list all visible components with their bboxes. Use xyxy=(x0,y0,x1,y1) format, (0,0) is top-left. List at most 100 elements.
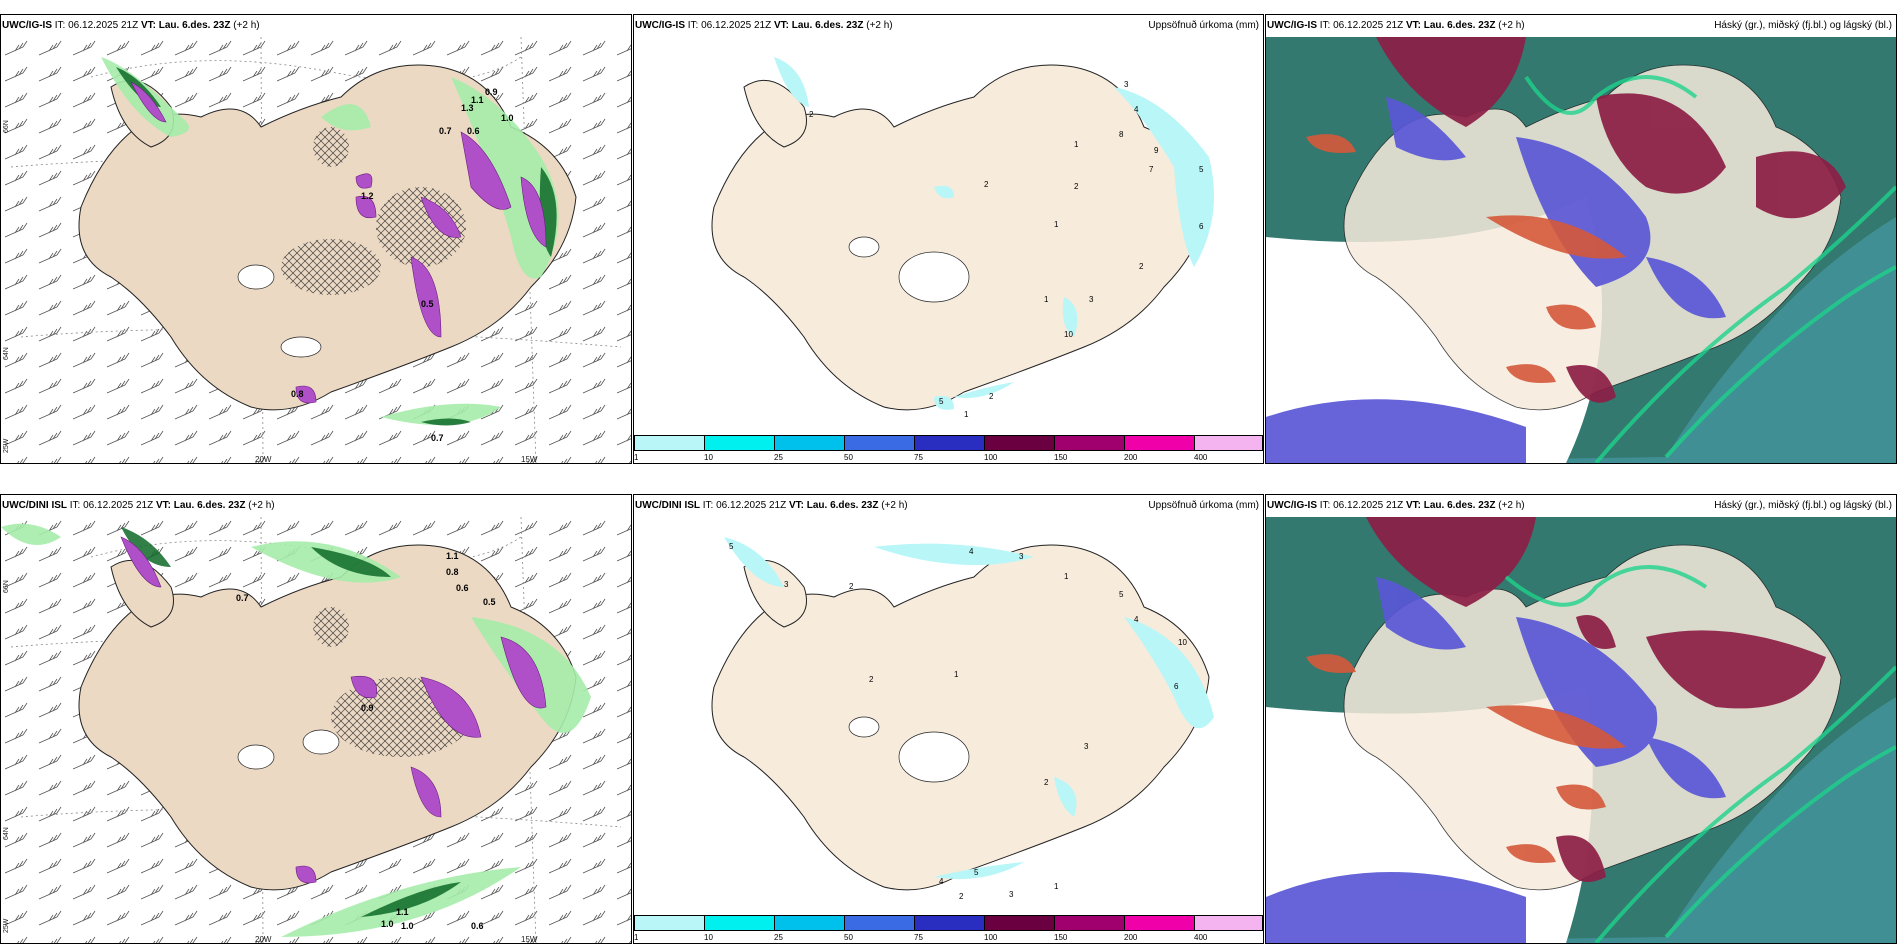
svg-text:3: 3 xyxy=(784,580,789,589)
svg-text:1: 1 xyxy=(964,410,969,419)
snow-panel-row2: UWC/DINI ISL IT: 06.12.2025 21Z VT: Lau.… xyxy=(0,494,632,944)
colorbar-tick: 10 xyxy=(704,453,713,462)
colorbar-swatch xyxy=(774,915,846,931)
precip-title: Uppsöfnuð úrkoma (mm) xyxy=(1148,500,1259,511)
lat-label: 66N xyxy=(3,120,10,133)
svg-text:5: 5 xyxy=(1119,590,1124,599)
svg-text:0.9: 0.9 xyxy=(485,87,498,97)
colorbar-swatch xyxy=(1194,915,1263,931)
svg-text:1: 1 xyxy=(1054,882,1059,891)
colorbar-tick: 50 xyxy=(844,453,853,462)
svg-text:0.9: 0.9 xyxy=(361,703,374,713)
colorbar-tick: 25 xyxy=(774,933,783,942)
colorbar-swatch xyxy=(984,435,1056,451)
cloud-title: Háský (gr.), miðský (fj.bl.) og lágský (… xyxy=(1714,500,1892,511)
snow-labels: 0.9 1.1 1.3 0.7 0.6 1.0 1.2 0.5 0.8 0.7 xyxy=(291,87,514,443)
lon-label: 15W xyxy=(521,935,538,944)
svg-text:0.6: 0.6 xyxy=(456,583,469,593)
svg-text:1.3: 1.3 xyxy=(461,103,474,113)
iceland-landmass xyxy=(711,544,1210,891)
colorbar-tick: 400 xyxy=(1194,453,1208,462)
colorbar-tick: 150 xyxy=(1054,453,1068,462)
lon-label: 15W xyxy=(521,455,538,464)
colorbar-swatch xyxy=(704,915,776,931)
svg-text:1.0: 1.0 xyxy=(401,921,414,931)
svg-text:0.7: 0.7 xyxy=(236,593,249,603)
colorbar-tick: 50 xyxy=(844,933,853,942)
colorbar-swatch xyxy=(634,435,706,451)
panel-title: UWC/IG-IS IT: 06.12.2025 21Z VT: Lau. 6.… xyxy=(635,20,893,31)
svg-text:0.8: 0.8 xyxy=(291,389,304,399)
colorbar-swatch xyxy=(984,915,1056,931)
svg-text:8: 8 xyxy=(1119,130,1124,139)
cloud-map xyxy=(1266,517,1896,943)
colorbar-tick: 1 xyxy=(634,453,639,462)
svg-text:2: 2 xyxy=(1044,778,1049,787)
cloud-title: Háský (gr.), miðský (fj.bl.) og lágský (… xyxy=(1714,20,1892,31)
svg-text:7: 7 xyxy=(1149,165,1154,174)
svg-text:2: 2 xyxy=(849,582,854,591)
svg-text:3: 3 xyxy=(1124,80,1129,89)
svg-text:5: 5 xyxy=(729,542,734,551)
svg-text:0.6: 0.6 xyxy=(467,126,480,136)
cloud-panel-row2: UWC/IG-IS IT: 06.12.2025 21Z VT: Lau. 6.… xyxy=(1265,494,1897,944)
snow-map: 0.9 1.1 1.3 0.7 0.6 1.0 1.2 0.5 0.8 0.7 xyxy=(1,37,631,463)
svg-text:1: 1 xyxy=(1074,140,1079,149)
colorbar-swatch xyxy=(704,435,776,451)
colorbar-tick: 200 xyxy=(1124,933,1138,942)
colorbar-tick: 100 xyxy=(984,933,998,942)
colorbar-swatch xyxy=(1194,435,1263,451)
colorbar-swatch xyxy=(844,435,916,451)
colorbar-swatch xyxy=(914,915,986,931)
svg-text:2: 2 xyxy=(1074,182,1079,191)
svg-text:0.5: 0.5 xyxy=(483,597,496,607)
snow-heavy xyxy=(130,81,547,404)
colorbar-swatch xyxy=(844,915,916,931)
lon-label: 20W xyxy=(255,935,272,944)
svg-text:4: 4 xyxy=(969,547,974,556)
lat-label: 25W xyxy=(3,918,10,933)
panel-title: UWC/IG-IS IT: 06.12.2025 21Z VT: Lau. 6.… xyxy=(1267,20,1525,31)
svg-text:0.6: 0.6 xyxy=(471,921,484,931)
svg-text:3: 3 xyxy=(1019,552,1024,561)
lat-label: 25W xyxy=(3,438,10,453)
cloud-map xyxy=(1266,37,1896,463)
svg-text:1.0: 1.0 xyxy=(381,919,394,929)
svg-text:4: 4 xyxy=(1134,105,1139,114)
lat-label: 64N xyxy=(3,827,10,840)
svg-text:1: 1 xyxy=(1044,295,1049,304)
svg-text:0.8: 0.8 xyxy=(446,567,459,577)
colorbar-tick: 150 xyxy=(1054,933,1068,942)
svg-text:2: 2 xyxy=(989,392,994,401)
svg-text:0.7: 0.7 xyxy=(439,126,452,136)
precip-panel-row1: UWC/IG-IS IT: 06.12.2025 21Z VT: Lau. 6.… xyxy=(633,14,1264,464)
svg-text:1.1: 1.1 xyxy=(396,907,409,917)
lon-label: 20W xyxy=(255,455,272,464)
svg-text:0.7: 0.7 xyxy=(431,433,444,443)
cloud-panel-row1: UWC/IG-IS IT: 06.12.2025 21Z VT: Lau. 6.… xyxy=(1265,14,1897,464)
colorbar-swatch xyxy=(1124,435,1196,451)
precip-map: 5 3 4 2 3 1 5 10 6 4 2 1 3 2 4 5 2 3 1 xyxy=(711,537,1214,901)
lat-label: 64N xyxy=(3,347,10,360)
colorbar: 1 10 25 50 75 100 150 200 400 xyxy=(634,915,1263,943)
svg-text:1.1: 1.1 xyxy=(446,551,459,561)
precip-labels: 2 3 1 4 8 9 7 5 6 10 2 1 3 1 2 2 5 2 1 xyxy=(809,80,1204,419)
svg-text:1.1: 1.1 xyxy=(471,95,484,105)
iceland-landmass xyxy=(78,64,577,411)
svg-text:1: 1 xyxy=(1064,572,1069,581)
colorbar-swatch xyxy=(1124,915,1196,931)
colorbar-tick: 1 xyxy=(634,933,639,942)
svg-text:1.2: 1.2 xyxy=(361,191,374,201)
precip-light xyxy=(774,57,1214,410)
colorbar-tick: 25 xyxy=(774,453,783,462)
svg-text:5: 5 xyxy=(974,868,979,877)
colorbar-tick: 75 xyxy=(914,933,923,942)
svg-text:2: 2 xyxy=(984,180,989,189)
snow-panel-row1: UWC/IG-IS IT: 06.12.2025 21Z VT: Lau. 6.… xyxy=(0,14,632,464)
svg-text:2: 2 xyxy=(959,892,964,901)
svg-text:1: 1 xyxy=(954,670,959,679)
colorbar-swatch xyxy=(634,915,706,931)
svg-text:6: 6 xyxy=(1199,222,1204,231)
snow-map: 1.1 0.8 0.6 0.7 0.5 1.0 0.9 0.6 1.0 1.1 xyxy=(1,517,631,943)
svg-text:5: 5 xyxy=(1199,165,1204,174)
